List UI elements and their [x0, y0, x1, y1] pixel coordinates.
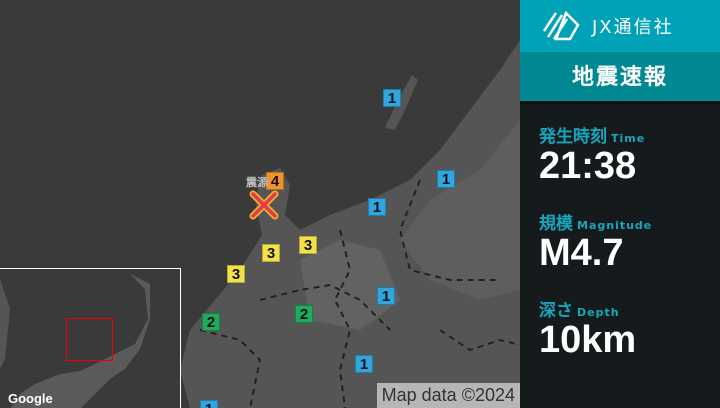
intensity-marker[interactable]: 1	[377, 287, 395, 305]
time-label: 発生時刻	[539, 127, 607, 147]
intensity-marker[interactable]: 2	[202, 313, 220, 331]
intensity-marker[interactable]: 1	[368, 198, 386, 216]
panel-title: 地震速報	[520, 52, 720, 104]
inset-region-box	[66, 318, 113, 361]
magnitude-label: 規模	[539, 214, 573, 234]
time-value: 21:38	[539, 145, 637, 187]
depth-value: 10km	[539, 319, 637, 361]
brand-name: JX通信社	[592, 17, 674, 38]
intensity-marker[interactable]: 1	[437, 170, 455, 188]
epicenter-x-icon[interactable]	[249, 190, 279, 220]
depth-label-en: Depth	[577, 306, 620, 319]
intensity-marker[interactable]: 1	[355, 355, 373, 373]
intensity-marker[interactable]: 2	[295, 305, 313, 323]
intensity-marker[interactable]: 1	[200, 400, 218, 408]
intensity-marker[interactable]: 1	[383, 89, 401, 107]
magnitude-label-en: Magnitude	[577, 219, 653, 232]
depth-label: 深さ	[539, 301, 573, 321]
map-land	[180, 40, 520, 408]
inset-land	[0, 274, 150, 408]
jx-logo-icon	[542, 10, 580, 41]
info-panel: JX通信社 地震速報 発生時刻 Time 21:38 規模 Magnitude M4…	[520, 0, 720, 408]
intensity-marker[interactable]: 3	[227, 265, 245, 283]
time-label-en: Time	[611, 132, 646, 145]
google-logo: Google	[8, 391, 53, 406]
brand-header: JX通信社	[520, 0, 720, 52]
overview-inset-map[interactable]: Google	[0, 268, 181, 408]
intensity-marker[interactable]: 3	[299, 236, 317, 254]
map-attribution[interactable]: Map data ©2024	[376, 383, 520, 408]
intensity-marker[interactable]: 4	[266, 172, 284, 190]
map[interactable]: 1 4 1 1 3 3 3 2 2 1 1 1 震源 Google Map da…	[0, 0, 520, 408]
intensity-marker[interactable]: 3	[262, 244, 280, 262]
magnitude-section: 規模 Magnitude M4.7	[520, 209, 720, 274]
depth-section: 深さ Depth 10km	[520, 296, 720, 361]
epicenter-label: 震源	[246, 176, 268, 189]
magnitude-value: M4.7	[539, 232, 624, 274]
time-section: 発生時刻 Time 21:38	[520, 122, 720, 187]
